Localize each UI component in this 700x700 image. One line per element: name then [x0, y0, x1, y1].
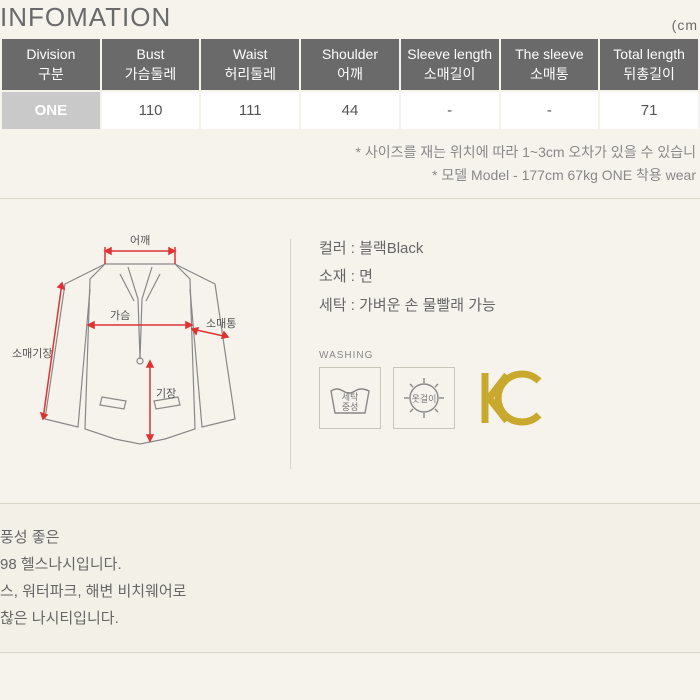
- table-row-label: ONE: [2, 92, 100, 129]
- wash-icon-basin: 세탁 중성: [319, 367, 381, 429]
- size-table: Division구분Bust가슴둘레Waist허리둘레Shoulder어깨Sle…: [0, 37, 700, 131]
- info-material: 소재 : 면: [319, 263, 690, 292]
- table-header: Total length뒤총길이: [600, 39, 698, 90]
- svg-text:세탁: 세탁: [342, 391, 359, 402]
- unit-label: (cm: [672, 17, 698, 33]
- table-cell: 71: [600, 92, 698, 129]
- svg-text:어깨: 어깨: [130, 234, 150, 247]
- washing-label: WASHING: [319, 350, 690, 361]
- table-cell: 44: [301, 92, 399, 129]
- wash-icon-dry: 옷걸이: [393, 367, 455, 429]
- table-cell: 110: [102, 92, 200, 129]
- svg-text:가슴: 가슴: [110, 309, 130, 322]
- table-header: Bust가슴둘레: [102, 39, 200, 90]
- garment-diagram: 어깨 가슴 소매통 소매기장 기장: [10, 229, 270, 479]
- size-notes: * 사이즈를 재는 위치에 따라 1~3cm 오차가 있을 수 있습니 * 모델…: [0, 131, 700, 198]
- info-wash: 세탁 : 가벼운 손 물빨래 가능: [319, 292, 690, 321]
- description-block: 풍성 좋은 98 헬스나시입니다. 스, 워터파크, 해변 비치웨어로 찮은 나…: [0, 503, 700, 653]
- table-cell: 111: [201, 92, 299, 129]
- table-header: Shoulder어깨: [301, 39, 399, 90]
- info-color: 컬러 : 블랙Black: [319, 235, 690, 264]
- kc-mark-icon: [477, 367, 547, 429]
- table-cell: -: [401, 92, 499, 129]
- svg-text:중성: 중성: [342, 402, 359, 412]
- svg-text:소매통: 소매통: [206, 317, 236, 330]
- svg-text:옷걸이: 옷걸이: [412, 394, 437, 404]
- svg-text:기장: 기장: [156, 387, 176, 400]
- table-header: Waist허리둘레: [201, 39, 299, 90]
- table-header: The sleeve소매통: [501, 39, 599, 90]
- table-header: Division구분: [2, 39, 100, 90]
- table-cell: -: [501, 92, 599, 129]
- table-header: Sleeve length소매길이: [401, 39, 499, 90]
- page-title: INFOMATION: [0, 2, 171, 32]
- svg-text:소매기장: 소매기장: [12, 347, 52, 360]
